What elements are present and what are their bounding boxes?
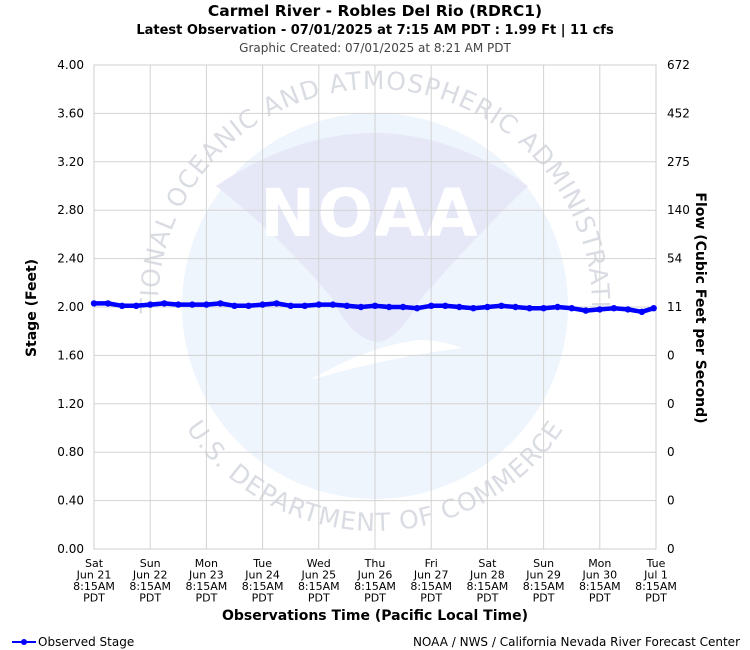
data-point (512, 303, 519, 311)
data-point (470, 305, 477, 312)
data-point (217, 300, 224, 307)
y-tick-label: 1.20 (57, 397, 84, 411)
data-point (259, 301, 266, 308)
data-point (385, 303, 393, 311)
data-point (456, 303, 463, 311)
data-point (343, 302, 351, 309)
data-point (650, 305, 657, 312)
y-tick-label: 3.60 (57, 106, 84, 120)
noaa-watermark: NOAA NATIONAL OCEANIC AND ATMOSPHERIC AD… (0, 0, 614, 537)
x-axis-ticks: Sat Jun 21 8:15AM PDT Sun Jun 22 8:15AM PDT Mon J… (73, 557, 677, 605)
x-tick-label: Wed Jun 25 8:15AM PDT (298, 557, 340, 605)
x-tick-label: Mon Jun 23 8:15AM PDT (186, 557, 228, 605)
y2-axis-ticks: 0 0 0 0 0 11 54 140 275 452 672 (667, 58, 690, 556)
y-tick-label: 1.60 (57, 348, 84, 362)
data-point (104, 300, 112, 307)
y2-tick-label: 0 (667, 494, 675, 508)
y-tick-label: 0.40 (57, 494, 84, 508)
legend-label: Observed Stage (38, 635, 134, 649)
x-tick-label: Fri Jun 27 8:15AM PDT (410, 557, 452, 605)
footer-credit: NOAA / NWS / California Nevada River For… (413, 635, 740, 649)
x-tick-label: Tue Jul 1 8:15AM PDT (635, 557, 677, 605)
y2-tick-label: 275 (667, 155, 690, 169)
data-point (189, 301, 196, 308)
data-point (118, 302, 126, 309)
data-point (287, 302, 294, 309)
data-point (568, 305, 575, 312)
data-point (315, 301, 322, 308)
data-point (610, 305, 618, 312)
x-tick-label: Sat Jun 21 8:15AM PDT (73, 557, 115, 605)
data-point (90, 300, 98, 307)
watermark-gull-shape (216, 133, 528, 342)
data-point (133, 302, 140, 309)
data-point (624, 306, 632, 313)
data-point (428, 302, 435, 309)
data-point (596, 306, 603, 313)
data-point (399, 303, 407, 311)
watermark-logo-text: NOAA (260, 175, 480, 252)
data-point (245, 302, 252, 309)
y2-tick-label: 0 (667, 445, 675, 459)
y2-tick-label: 672 (667, 58, 690, 72)
x-tick-label: Sun Jun 22 8:15AM PDT (129, 557, 171, 605)
y-tick-label: 3.20 (57, 155, 84, 169)
data-point (413, 305, 421, 312)
series-layer (90, 300, 657, 315)
data-point (175, 301, 182, 308)
y2-tick-label: 140 (667, 203, 690, 217)
data-point (442, 302, 449, 309)
y2-axis-label: Flow (Cubic Feet per Second) (692, 192, 708, 423)
data-point (161, 300, 168, 307)
data-point (582, 307, 589, 314)
x-tick-label: Tue Jun 24 8:15AM PDT (242, 557, 284, 605)
data-point (554, 303, 561, 311)
data-point (329, 301, 337, 308)
data-point (273, 300, 280, 307)
y-axis-ticks: 0.00 0.40 0.80 1.20 1.60 2.00 2.40 2.80 3.20 3.60… (57, 58, 84, 556)
x-tick-label: Thu Jun 26 8:15AM PDT (354, 557, 396, 605)
x-tick-label: Sat Jun 28 8:15AM PDT (467, 557, 509, 605)
legend-marker (21, 639, 27, 645)
y2-tick-label: 452 (667, 106, 690, 120)
x-tick-label: Mon Jun 30 8:15AM PDT (579, 557, 621, 605)
data-point (231, 302, 238, 309)
y-tick-label: 2.80 (57, 203, 84, 217)
y-tick-label: 2.40 (57, 252, 84, 266)
graphic-created: Graphic Created: 07/01/2025 at 8:21 AM P… (239, 41, 511, 55)
latest-observation: Latest Observation - 07/01/2025 at 7:15 … (136, 23, 614, 38)
y2-tick-label: 11 (667, 300, 682, 314)
data-point (498, 302, 505, 309)
data-point (147, 301, 154, 308)
x-tick-label: Sun Jun 29 8:15AM PDT (523, 557, 565, 605)
data-point (357, 303, 365, 311)
data-point (526, 305, 533, 312)
y2-tick-label: 54 (667, 252, 682, 266)
y-axis-label: Stage (Feet) (24, 259, 40, 357)
data-point (540, 305, 547, 312)
data-point (638, 308, 646, 315)
data-point (484, 303, 491, 311)
data-point (203, 301, 210, 308)
y2-tick-label: 0 (667, 397, 675, 411)
data-point (301, 302, 308, 309)
y-tick-label: 2.00 (57, 300, 84, 314)
y-tick-label: 0.00 (57, 542, 84, 556)
x-axis-label: Observations Time (Pacific Local Time) (222, 608, 528, 624)
chart-title: Carmel River - Robles Del Rio (RDRC1) (208, 2, 542, 20)
data-point (371, 302, 379, 309)
legend: Observed Stage (12, 635, 134, 649)
y2-tick-label: 0 (667, 348, 675, 362)
watermark-wave (310, 340, 462, 380)
y-tick-label: 4.00 (57, 58, 84, 72)
y-tick-label: 0.80 (57, 445, 84, 459)
y2-tick-label: 0 (667, 542, 675, 556)
